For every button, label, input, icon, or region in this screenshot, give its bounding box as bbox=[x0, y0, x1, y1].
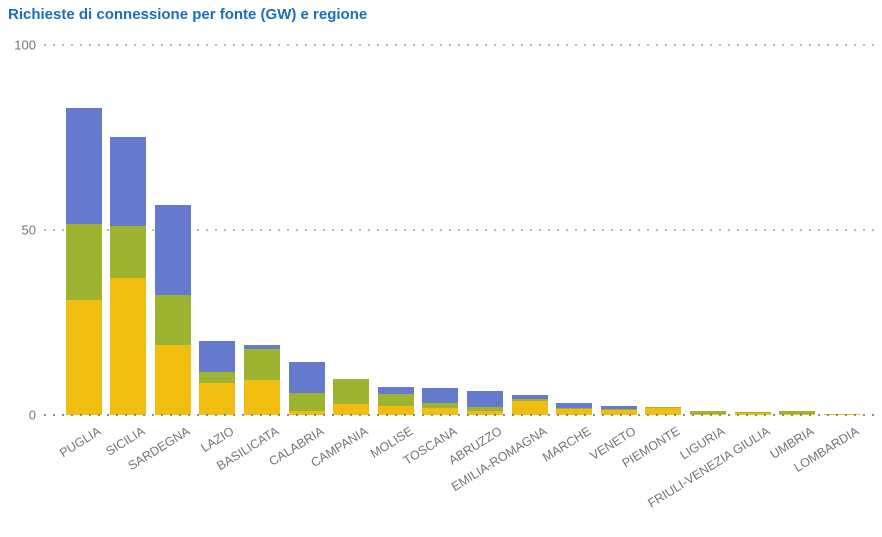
bar-segment-friuli-venezia-giulia-series-green[interactable] bbox=[734, 412, 771, 413]
bar-abruzzo[interactable] bbox=[466, 390, 503, 415]
bar-piemonte[interactable] bbox=[645, 406, 682, 415]
bar-segment-toscana-series-green[interactable] bbox=[422, 403, 459, 408]
chart-title: Richieste di connessione per fonte (GW) … bbox=[8, 6, 368, 23]
y-tick-label-100: 100 bbox=[14, 37, 36, 53]
bar-segment-veneto-series-blue[interactable] bbox=[600, 406, 637, 410]
bar-segment-umbria-series-green[interactable] bbox=[779, 411, 816, 414]
bar-segment-puglia-series-green[interactable] bbox=[65, 224, 102, 301]
bar-segment-campania-series-yellow[interactable] bbox=[333, 403, 370, 415]
bar-segment-sicilia-series-green[interactable] bbox=[110, 226, 147, 279]
bar-emilia-romagna[interactable] bbox=[511, 395, 548, 415]
bar-segment-sardegna-series-blue[interactable] bbox=[154, 204, 191, 295]
bar-segment-emilia-romagna-series-blue[interactable] bbox=[511, 395, 548, 400]
bar-segment-toscana-series-yellow[interactable] bbox=[422, 407, 459, 415]
bar-sardegna[interactable] bbox=[154, 204, 191, 415]
bar-segment-abruzzo-series-blue[interactable] bbox=[466, 390, 503, 408]
bar-segment-veneto-series-yellow[interactable] bbox=[600, 409, 637, 415]
bar-segment-friuli-venezia-giulia-series-yellow[interactable] bbox=[734, 412, 771, 415]
bar-segment-lazio-series-blue[interactable] bbox=[199, 340, 236, 372]
bar-segment-sardegna-series-yellow[interactable] bbox=[154, 344, 191, 415]
bar-segment-piemonte-series-green[interactable] bbox=[645, 406, 682, 408]
bar-segment-emilia-romagna-series-green[interactable] bbox=[511, 399, 548, 401]
bar-segment-calabria-series-yellow[interactable] bbox=[288, 410, 325, 415]
bar-segment-marche-series-blue[interactable] bbox=[556, 403, 593, 408]
bar-calabria[interactable] bbox=[288, 361, 325, 415]
bar-marche[interactable] bbox=[556, 403, 593, 415]
bar-segment-sicilia-series-blue[interactable] bbox=[110, 136, 147, 227]
bar-segment-calabria-series-blue[interactable] bbox=[288, 361, 325, 394]
bar-segment-basilicata-series-green[interactable] bbox=[243, 349, 280, 380]
bar-segment-marche-series-yellow[interactable] bbox=[556, 408, 593, 415]
bar-segment-sardegna-series-green[interactable] bbox=[154, 294, 191, 345]
gridline-100 bbox=[44, 44, 877, 46]
bar-friuli-venezia-giulia[interactable] bbox=[734, 412, 771, 415]
bar-segment-puglia-series-yellow[interactable] bbox=[65, 300, 102, 415]
bar-segment-abruzzo-series-green[interactable] bbox=[466, 407, 503, 411]
y-tick-label-50: 50 bbox=[21, 222, 36, 238]
bar-segment-liguria-series-green[interactable] bbox=[689, 410, 726, 414]
bar-segment-piemonte-series-yellow[interactable] bbox=[645, 407, 682, 415]
bar-segment-puglia-series-blue[interactable] bbox=[65, 107, 102, 225]
bar-segment-marche-series-green[interactable] bbox=[556, 407, 593, 409]
bar-segment-basilicata-series-yellow[interactable] bbox=[243, 379, 280, 415]
bar-sicilia[interactable] bbox=[110, 136, 147, 415]
bar-veneto[interactable] bbox=[600, 406, 637, 415]
bar-molise[interactable] bbox=[377, 387, 414, 415]
bar-segment-toscana-series-blue[interactable] bbox=[422, 388, 459, 404]
y-tick-label-0: 0 bbox=[28, 407, 36, 423]
bar-basilicata[interactable] bbox=[243, 344, 280, 415]
bar-segment-molise-series-blue[interactable] bbox=[377, 387, 414, 394]
bar-puglia[interactable] bbox=[65, 107, 102, 415]
bar-segment-abruzzo-series-yellow[interactable] bbox=[466, 410, 503, 415]
bar-segment-lazio-series-green[interactable] bbox=[199, 371, 236, 384]
bar-lazio[interactable] bbox=[199, 340, 236, 415]
bar-segment-molise-series-yellow[interactable] bbox=[377, 405, 414, 415]
bar-campania[interactable] bbox=[333, 379, 370, 415]
bar-segment-sicilia-series-yellow[interactable] bbox=[110, 278, 147, 415]
bar-toscana[interactable] bbox=[422, 388, 459, 415]
bar-segment-basilicata-series-blue[interactable] bbox=[243, 344, 280, 350]
bar-segment-calabria-series-green[interactable] bbox=[288, 393, 325, 411]
bar-segment-emilia-romagna-series-yellow[interactable] bbox=[511, 400, 548, 415]
gridline-0 bbox=[44, 414, 877, 416]
bar-segment-molise-series-green[interactable] bbox=[377, 393, 414, 406]
bar-segment-lazio-series-yellow[interactable] bbox=[199, 383, 236, 415]
gridline-50 bbox=[44, 229, 877, 231]
bar-segment-campania-series-green[interactable] bbox=[333, 379, 370, 404]
